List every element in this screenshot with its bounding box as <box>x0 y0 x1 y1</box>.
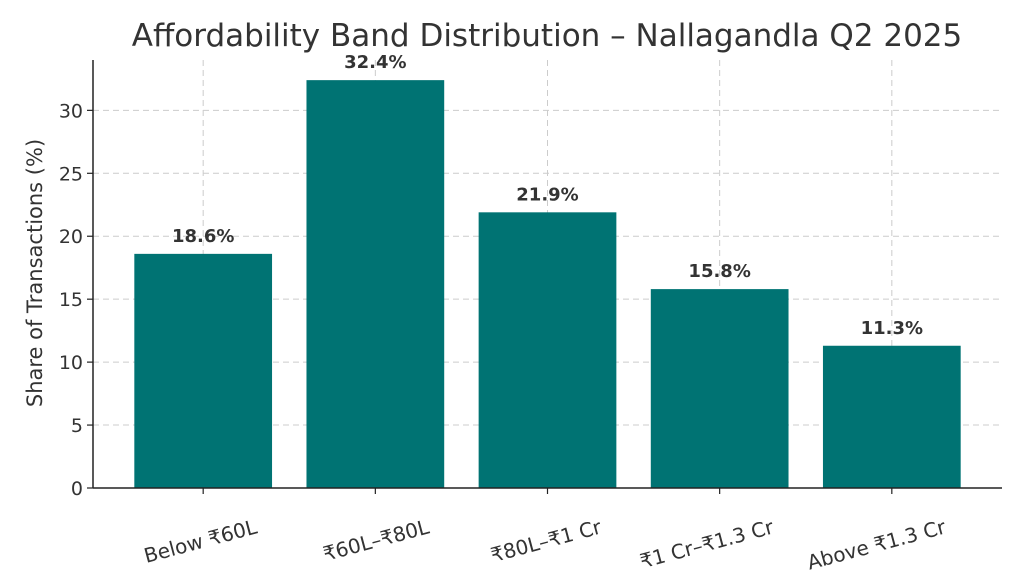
bar <box>306 80 445 488</box>
y-tick-label: 20 <box>59 226 83 248</box>
y-axis-label: Share of Transactions (%) <box>23 139 47 407</box>
y-tick-label: 0 <box>71 478 83 500</box>
x-tick-label: Above ₹1.3 Cr <box>805 514 949 574</box>
x-tick-label: ₹80L–₹1 Cr <box>488 514 604 567</box>
y-tick-label: 15 <box>59 289 83 311</box>
bar <box>478 212 617 489</box>
x-tick-label: ₹60L–₹80L <box>320 514 432 566</box>
y-tick-label: 10 <box>59 352 83 374</box>
bar-value-label: 11.3% <box>861 318 923 339</box>
bars-layer <box>134 80 961 489</box>
bar-value-label: 15.8% <box>688 261 750 282</box>
x-tick-labels: Below ₹60L ₹60L–₹80L ₹80L–₹1 Cr ₹1 Cr–₹1.3 … <box>141 488 949 575</box>
chart-title: Affordability Band Distribution – Nallag… <box>132 18 963 54</box>
bar-value-label: 18.6% <box>172 226 234 247</box>
bar-value-label: 21.9% <box>516 184 578 205</box>
bar <box>822 345 961 488</box>
x-tick-label: Below ₹60L <box>141 514 260 567</box>
y-tick-label: 25 <box>59 163 83 185</box>
bar-value-label: 32.4% <box>344 52 406 73</box>
data-labels: 18.6% 32.4% 21.9% 15.8% 11.3% <box>172 52 923 339</box>
x-tick-label: ₹1 Cr–₹1.3 Cr <box>637 514 776 573</box>
bar <box>650 289 789 488</box>
bar <box>134 253 273 488</box>
y-tick-label: 5 <box>71 415 83 437</box>
y-tick-labels: 0 5 10 15 20 25 30 <box>59 100 93 500</box>
y-tick-label: 30 <box>59 100 83 122</box>
